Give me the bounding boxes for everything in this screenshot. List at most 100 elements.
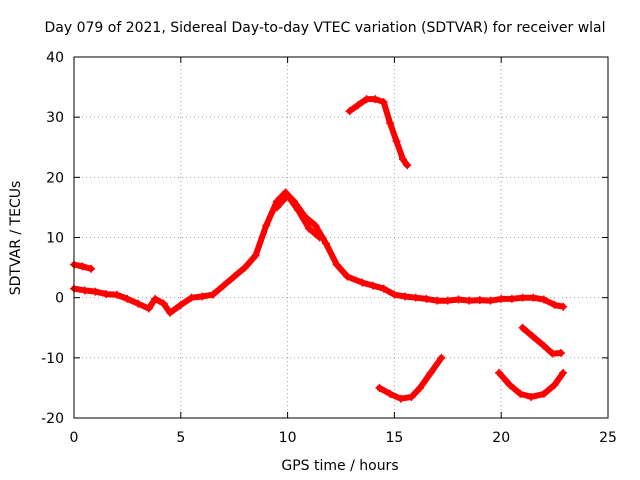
data-point bbox=[507, 294, 516, 303]
data-point bbox=[559, 302, 568, 311]
data-point bbox=[198, 292, 207, 301]
series-mid-drop-arc bbox=[519, 324, 564, 357]
data-point bbox=[343, 272, 352, 281]
data-point bbox=[78, 262, 87, 271]
x-axis-label: GPS time / hours bbox=[281, 458, 398, 474]
data-point bbox=[283, 191, 292, 200]
data-point bbox=[390, 290, 399, 299]
x-tick-label: 5 bbox=[176, 430, 185, 446]
data-point bbox=[112, 290, 121, 299]
data-point bbox=[272, 203, 281, 212]
x-tick-label: 0 bbox=[70, 430, 79, 446]
data-point bbox=[497, 294, 506, 303]
data-point bbox=[529, 293, 538, 302]
y-tick-label: -20 bbox=[41, 411, 64, 427]
data-point bbox=[294, 206, 303, 215]
data-point bbox=[332, 260, 341, 269]
chart-title: Day 079 of 2021, Sidereal Day-to-day VTE… bbox=[44, 20, 605, 36]
y-tick-label: 0 bbox=[55, 291, 64, 307]
data-point bbox=[516, 389, 525, 398]
y-tick-label: 40 bbox=[46, 50, 64, 66]
data-point bbox=[134, 299, 143, 308]
data-point bbox=[443, 296, 452, 305]
data-point bbox=[240, 263, 249, 272]
data-point bbox=[495, 368, 504, 377]
data-point bbox=[518, 293, 527, 302]
data-point bbox=[539, 295, 548, 304]
data-point bbox=[539, 389, 548, 398]
series-main-arc bbox=[71, 189, 567, 316]
data-point bbox=[392, 137, 401, 146]
data-point bbox=[345, 107, 354, 116]
data-point bbox=[187, 293, 196, 302]
y-tick-label: 30 bbox=[46, 110, 64, 126]
series-low-arc-1 bbox=[376, 354, 445, 402]
data-point bbox=[550, 380, 559, 389]
data-point bbox=[386, 119, 395, 128]
data-point bbox=[559, 368, 568, 377]
data-point bbox=[166, 308, 175, 317]
y-tick-label: 10 bbox=[46, 231, 64, 247]
data-point bbox=[548, 349, 557, 358]
data-point bbox=[251, 251, 260, 260]
data-point bbox=[91, 287, 100, 296]
data-point bbox=[159, 299, 168, 308]
data-point bbox=[144, 304, 153, 313]
data-point bbox=[219, 281, 228, 290]
data-point bbox=[557, 349, 566, 358]
data-point bbox=[379, 98, 388, 107]
data-point bbox=[102, 290, 111, 299]
data-point bbox=[529, 332, 538, 341]
data-point bbox=[87, 264, 96, 273]
data-point bbox=[262, 221, 271, 230]
data-point bbox=[176, 300, 185, 309]
data-point bbox=[527, 392, 536, 401]
data-point bbox=[311, 221, 320, 230]
data-point bbox=[375, 383, 384, 392]
data-point bbox=[379, 284, 388, 293]
data-point bbox=[315, 233, 324, 242]
y-tick-label: 20 bbox=[46, 170, 64, 186]
data-point bbox=[208, 290, 217, 299]
data-point bbox=[358, 278, 367, 287]
y-tick-label: -10 bbox=[41, 351, 64, 367]
data-point bbox=[454, 295, 463, 304]
data-point bbox=[465, 296, 474, 305]
data-point bbox=[416, 383, 425, 392]
data-point bbox=[362, 95, 371, 104]
data-layer bbox=[70, 95, 568, 403]
data-point bbox=[230, 272, 239, 281]
data-point bbox=[369, 281, 378, 290]
data-point bbox=[407, 392, 416, 401]
data-point bbox=[539, 341, 548, 350]
data-point bbox=[304, 224, 313, 233]
data-point bbox=[550, 300, 559, 309]
data-point bbox=[426, 368, 435, 377]
axis-ticks: 0 5 10 15 20 25 -20 -10 0 10 20 30 40 bbox=[41, 50, 617, 446]
grid bbox=[74, 57, 608, 418]
data-point bbox=[422, 294, 431, 303]
data-point bbox=[411, 293, 420, 302]
data-point bbox=[371, 95, 380, 104]
data-point bbox=[403, 161, 412, 170]
data-point bbox=[396, 394, 405, 403]
data-point bbox=[398, 155, 407, 164]
data-point bbox=[486, 296, 495, 305]
x-tick-label: 10 bbox=[279, 430, 297, 446]
x-tick-label: 15 bbox=[385, 430, 403, 446]
data-point bbox=[505, 380, 514, 389]
data-point bbox=[322, 239, 331, 248]
data-point bbox=[123, 294, 132, 303]
y-axis-label: SDTVAR / TECUs bbox=[8, 181, 24, 296]
data-point bbox=[80, 286, 89, 295]
x-tick-label: 25 bbox=[599, 430, 617, 446]
data-point bbox=[475, 296, 484, 305]
data-point bbox=[437, 353, 446, 362]
series-secondary-arc bbox=[273, 192, 323, 241]
data-point bbox=[433, 296, 442, 305]
data-point bbox=[354, 101, 363, 110]
data-point bbox=[401, 292, 410, 301]
data-point bbox=[518, 323, 527, 332]
data-point bbox=[151, 294, 160, 303]
